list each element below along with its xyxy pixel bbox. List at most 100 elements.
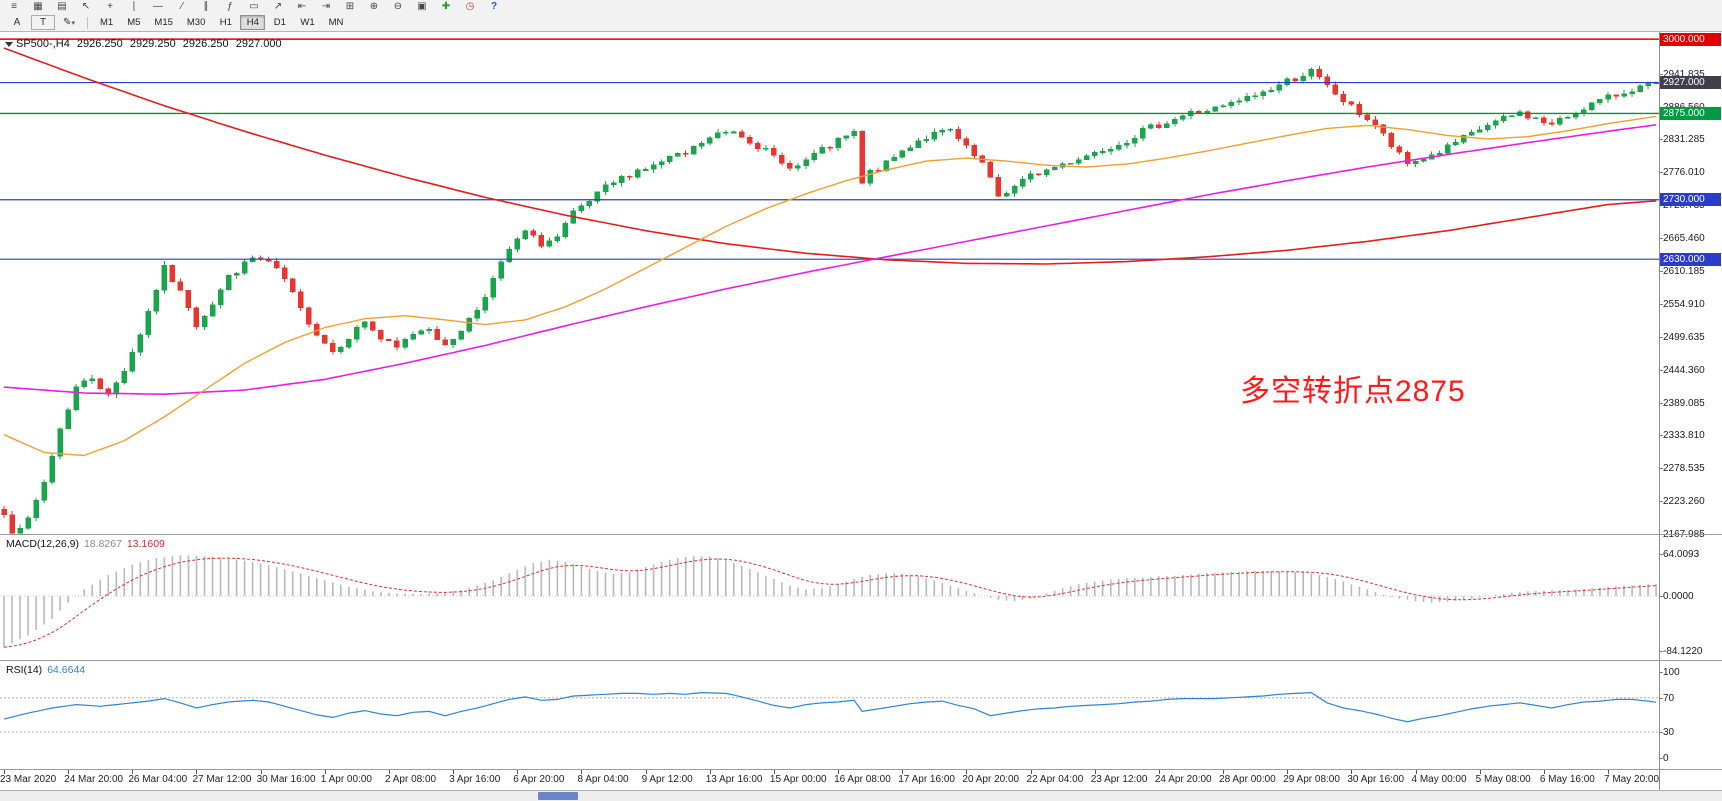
time-axis-tick [1287, 770, 1289, 774]
alarm-icon[interactable]: ◷ [459, 1, 481, 14]
axis-tick [1659, 697, 1663, 699]
chart-bottom-border [0, 769, 1722, 770]
draw-tool-button[interactable]: ✎▾ [57, 15, 81, 30]
time-axis-tick [260, 770, 262, 774]
time-axis-tick [966, 770, 968, 774]
price-grid-label: 2278.535 [1663, 463, 1705, 475]
time-axis-label: 23 Mar 2020 [0, 774, 57, 785]
rsi-axis-label: 70 [1663, 692, 1675, 704]
time-axis-label: 20 Apr 20:00 [962, 774, 1020, 785]
time-axis-tick [132, 770, 134, 774]
time-axis-label: 15 Apr 00:00 [769, 774, 827, 785]
time-axis-tick [1479, 770, 1481, 774]
new-chart-icon[interactable]: ▦ [27, 1, 49, 14]
chart-annotation-text[interactable]: 多空转折点2875 [1240, 375, 1466, 408]
menu-icon[interactable]: ≡ [3, 1, 25, 14]
rsi-axis-label: 100 [1663, 667, 1680, 678]
axis-tick [1659, 554, 1663, 555]
trendline-icon[interactable]: ∕ [171, 1, 193, 14]
fibonacci-icon[interactable]: ƒ [219, 1, 241, 14]
axis-tick [1659, 501, 1663, 503]
ohlc-open: 2926.250 [76, 38, 123, 50]
macd-name: MACD(12,26,9) [6, 538, 79, 550]
zoom-out-icon[interactable]: ⊖ [387, 1, 409, 14]
timeframe-button-mn[interactable]: MN [323, 15, 350, 30]
time-axis-label: 24 Apr 20:00 [1154, 774, 1212, 785]
timeframe-button-m1[interactable]: M1 [94, 15, 119, 30]
horizontal-line-icon[interactable]: ― [147, 1, 169, 14]
time-axis-label: 30 Mar 16:00 [256, 774, 316, 785]
toolbar-row-icons: ≡ ▦ ▤ ↖ + ∣ ― ∕ ∥ ƒ ▭ ↗ ⇤ ⇥ ⊞ ⊕ ⊖ ▣ ✚ ◷? [0, 0, 1722, 14]
time-axis-label: 3 Apr 16:00 [449, 774, 501, 785]
scroll-right-icon[interactable]: ⇥ [315, 1, 337, 14]
macd-axis-label: -84.1220 [1663, 646, 1703, 658]
splitter-main-macd[interactable] [0, 534, 1722, 535]
font-tool-button[interactable]: A [5, 15, 29, 30]
time-axis-tick [645, 770, 647, 774]
time-axis-label: 30 Apr 16:00 [1347, 774, 1405, 785]
grid-icon[interactable]: ⊞ [339, 1, 361, 14]
chart-profiles-icon[interactable]: ▤ [51, 1, 73, 14]
time-axis-tick [1223, 770, 1225, 774]
crosshair-icon[interactable]: + [99, 1, 121, 14]
timeframe-button-d1[interactable]: D1 [267, 15, 292, 30]
rsi-value: 64.6644 [47, 664, 86, 676]
rsi-axis-label: 0 [1663, 752, 1669, 764]
time-axis-label: 16 Apr 08:00 [834, 774, 891, 785]
time-axis-label: 23 Apr 12:00 [1090, 774, 1148, 785]
price-level-badge-2730: 2730.000 [1660, 193, 1721, 207]
rsi-name: RSI(14) [6, 664, 43, 676]
tile-windows-icon[interactable]: ▣ [411, 1, 433, 14]
time-axis-tick [773, 770, 775, 774]
splitter-macd-rsi[interactable] [0, 660, 1722, 661]
price-grid-label: 2389.085 [1663, 397, 1705, 409]
axis-tick [1659, 596, 1663, 597]
time-axis-tick [1351, 770, 1353, 774]
add-indicator-icon[interactable]: ✚ [435, 1, 457, 14]
time-axis-tick [1415, 770, 1417, 774]
time-axis-label: 7 May 20:00 [1604, 774, 1660, 785]
time-axis-tick [4, 770, 5, 774]
zoom-in-icon[interactable]: ⊕ [363, 1, 385, 14]
timeframe-button-w1[interactable]: W1 [294, 15, 320, 30]
scroll-left-icon[interactable]: ⇤ [291, 1, 313, 14]
symbol-period-label: SP500-,H4 [16, 38, 70, 50]
chart-title: SP500-,H4 2926.250 2929.250 2926.250 292… [16, 38, 286, 50]
cursor-icon[interactable]: ↖ [75, 1, 97, 14]
macd-axis-label: 64.0093 [1663, 549, 1700, 560]
ohlc-low: 2926.250 [182, 38, 229, 50]
timeframe-button-h4[interactable]: H4 [240, 15, 266, 30]
price-grid-label: 2665.460 [1663, 233, 1705, 245]
timeframe-button-m30[interactable]: M30 [181, 15, 211, 30]
timeframe-button-m5[interactable]: M5 [121, 15, 146, 30]
timeframe-button-h1[interactable]: H1 [213, 15, 238, 30]
chart-dropdown-icon[interactable] [5, 42, 13, 47]
axis-tick [1659, 303, 1663, 305]
vertical-line-icon[interactable]: ∣ [123, 1, 145, 14]
axis-tick [1659, 435, 1663, 437]
axis-tick [1659, 172, 1663, 174]
rsi-label: RSI(14) 64.6644 [6, 664, 90, 676]
channel-icon[interactable]: ∥ [195, 1, 217, 14]
time-axis-tick [1608, 770, 1609, 774]
price-grid-label: 2223.260 [1663, 496, 1705, 508]
axis-tick [1659, 336, 1663, 338]
price-grid-label: 2941.835 [1663, 68, 1705, 80]
price-level-badge-3000: 3000.000 [1660, 32, 1721, 46]
text-tool-button[interactable]: T [31, 15, 55, 30]
price-grid-label: 2333.810 [1663, 430, 1705, 442]
time-axis-tick [196, 770, 198, 774]
arrows-icon[interactable]: ↗ [267, 1, 289, 14]
shapes-icon[interactable]: ▭ [243, 1, 265, 14]
horizontal-scrollbar-thumb[interactable] [538, 792, 578, 800]
timeframe-button-m15[interactable]: M15 [148, 15, 178, 30]
price-grid-label: 2554.910 [1663, 298, 1705, 310]
help-icon[interactable]: ? [483, 1, 505, 14]
time-axis-label: 29 Apr 08:00 [1283, 774, 1340, 785]
macd-axis-label: 0.0000 [1663, 591, 1694, 602]
horizontal-scrollbar-track[interactable] [0, 790, 1722, 801]
time-axis-tick [1158, 770, 1160, 774]
time-axis-tick [581, 770, 583, 774]
axis-tick [1659, 73, 1663, 75]
